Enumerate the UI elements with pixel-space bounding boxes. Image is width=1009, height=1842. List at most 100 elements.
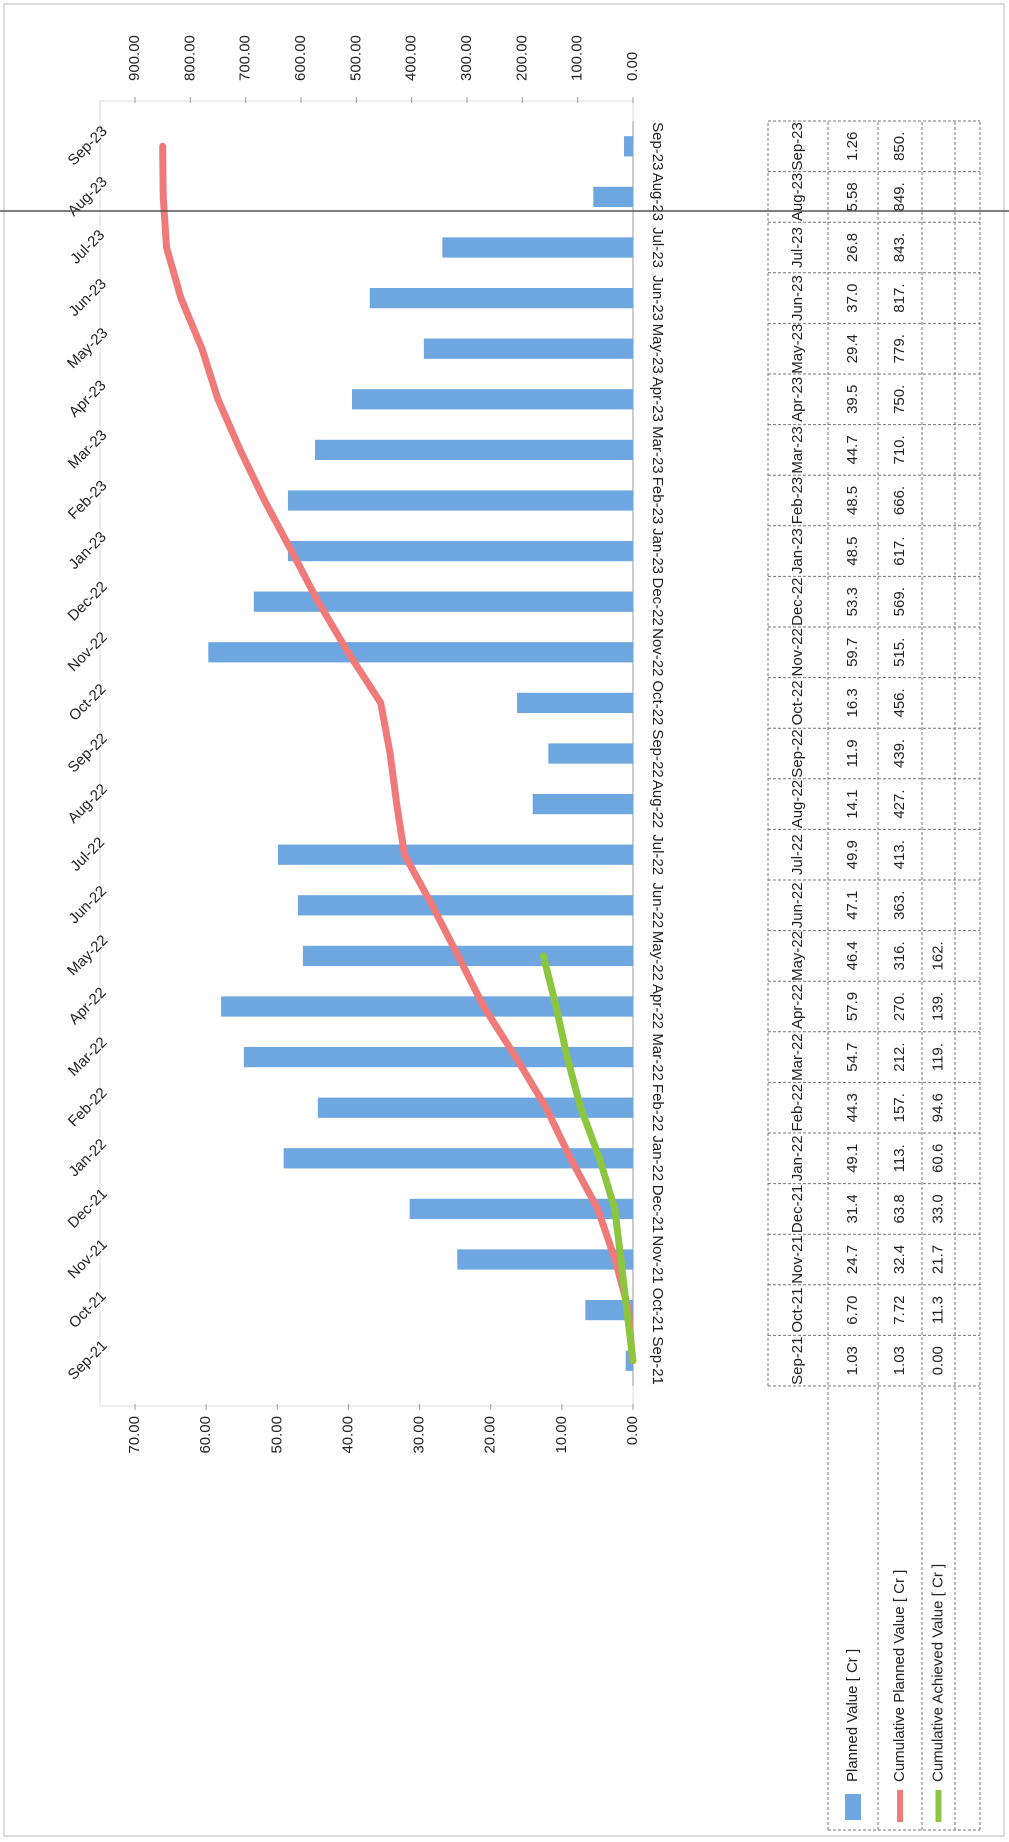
- bar: [548, 743, 634, 764]
- x-tick-label: Jul-23: [649, 227, 666, 268]
- table-header: Dec-21: [789, 1185, 806, 1233]
- table-value: 54.7: [844, 1042, 861, 1071]
- x-tick-label: Jul-22: [649, 834, 666, 875]
- x-tick-label: Sep-21: [649, 1337, 666, 1385]
- table-value: 817.: [891, 283, 908, 312]
- table-value: 44.7: [844, 435, 861, 464]
- table-header: Mar-22: [789, 1033, 806, 1081]
- page-frame: [3, 3, 1005, 1837]
- bar: [624, 136, 634, 157]
- table-value: 779.: [891, 334, 908, 363]
- bar: [208, 642, 634, 663]
- y2-tick-label: 900.00: [126, 35, 143, 81]
- table-header: Apr-22: [789, 984, 806, 1029]
- x2-tick-label: Jun-23: [65, 275, 109, 319]
- table-value: 270.: [891, 992, 908, 1021]
- x2-tick-label: Jan-23: [65, 528, 109, 572]
- table-header: Jan-22: [789, 1135, 806, 1181]
- table-value: 24.7: [844, 1245, 861, 1274]
- table-value: 37.0: [844, 283, 861, 312]
- table-value: 843.: [891, 233, 908, 262]
- bar: [423, 338, 633, 359]
- table-header: Sep-21: [789, 1337, 806, 1385]
- y-tick-label: 10.00: [553, 1416, 570, 1454]
- table-value: 6.70: [844, 1295, 861, 1324]
- bar: [314, 439, 633, 461]
- bar: [302, 945, 633, 967]
- table-value: 44.3: [844, 1093, 861, 1122]
- table-value: 39.5: [844, 385, 861, 414]
- table-header: Sep-22: [789, 729, 806, 777]
- table-header: Jul-23: [789, 227, 806, 268]
- bar: [442, 237, 633, 258]
- table-value: 617.: [891, 536, 908, 565]
- bar: [243, 1046, 633, 1068]
- table-header: Dec-22: [789, 578, 806, 626]
- table-value: 48.5: [844, 536, 861, 565]
- table-value: 413.: [891, 840, 908, 869]
- x-tick-label: Jan-22: [649, 1135, 666, 1181]
- table-value: 49.9: [844, 840, 861, 869]
- table-header: Jul-22: [789, 834, 806, 875]
- table-value: 49.1: [844, 1144, 861, 1173]
- bar: [317, 1097, 633, 1118]
- table-value: 21.7: [929, 1245, 946, 1274]
- x-tick-label: Aug-22: [649, 780, 666, 828]
- x-tick-label: Feb-23: [649, 477, 666, 525]
- table-value: 119.: [929, 1043, 946, 1071]
- x-tick-label: May-23: [649, 324, 666, 374]
- x-tick-label: Apr-23: [649, 377, 666, 422]
- table-value: 515.: [891, 638, 908, 667]
- table-value: 162.: [929, 941, 946, 970]
- table-value: 94.6: [929, 1093, 946, 1122]
- table-value: 666.: [891, 486, 908, 515]
- table-value: 1.26: [844, 132, 861, 161]
- table-value: 456.: [891, 688, 908, 717]
- x-tick-label: Oct-21: [649, 1288, 666, 1333]
- y-tick-label: 60.00: [197, 1416, 214, 1454]
- table-value: 31.4: [844, 1194, 861, 1223]
- x2-tick-label: Jul-23: [67, 227, 108, 268]
- table-value: 33.0: [929, 1194, 946, 1223]
- y2-tick-label: 400.00: [403, 35, 420, 81]
- line: [159, 142, 636, 1365]
- table-value: 569.: [891, 587, 908, 616]
- table-header: Nov-21: [789, 1235, 806, 1283]
- x-tick-label: Dec-22: [649, 578, 666, 626]
- table-value: 710.: [891, 435, 908, 464]
- x-tick-label: Jun-23: [649, 275, 666, 321]
- legend-swatch: [845, 1794, 861, 1820]
- table-value: 57.9: [844, 992, 861, 1021]
- x2-tick-label: Dec-21: [65, 1185, 111, 1231]
- x2-tick-label: Nov-22: [65, 629, 111, 675]
- table-value: 1.03: [844, 1346, 861, 1375]
- table-value: 850.: [891, 132, 908, 161]
- table-header: Feb-23: [789, 477, 806, 525]
- bar: [585, 1299, 634, 1321]
- table-value: 139.: [929, 992, 946, 1021]
- x-tick-label: Aug-23: [649, 173, 666, 221]
- legend-label: Planned Value [ Cr ]: [844, 1649, 861, 1782]
- table-value: 14.1: [844, 789, 861, 818]
- table-header: Feb-22: [789, 1084, 806, 1132]
- x-tick-label: Nov-22: [649, 628, 666, 676]
- table-value: 363.: [891, 891, 908, 920]
- table-value: 60.6: [929, 1144, 946, 1173]
- table-value: 11.3: [929, 1296, 946, 1324]
- table-header: Jan-23: [789, 528, 806, 574]
- table-header: Apr-23: [789, 377, 806, 422]
- x-tick-label: Mar-23: [649, 426, 666, 474]
- table-value: 7.72: [891, 1295, 908, 1324]
- line: [539, 952, 637, 1365]
- x2-tick-label: Sep-23: [65, 123, 111, 169]
- y2-tick-label: 600.00: [292, 35, 309, 81]
- x2-tick-label: Oct-22: [66, 681, 110, 725]
- table-header: May-23: [789, 324, 806, 374]
- table-value: 16.3: [844, 688, 861, 717]
- bar: [457, 1249, 633, 1270]
- bar: [532, 793, 634, 815]
- table-header: Aug-22: [789, 780, 806, 828]
- table-header: May-22: [789, 931, 806, 981]
- legend-label: Cumulative Achieved Value [ Cr ]: [929, 1564, 946, 1782]
